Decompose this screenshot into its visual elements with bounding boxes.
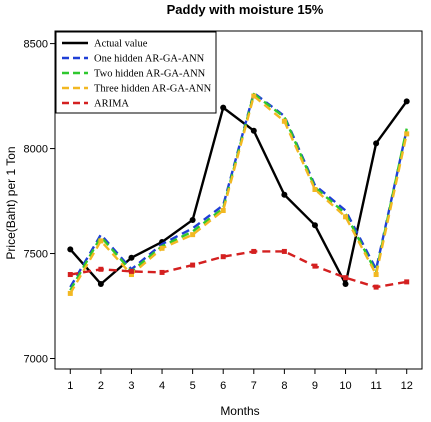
point-actual-value-6 [220, 104, 227, 111]
y-tick-label-7500: 7500 [24, 249, 48, 261]
y-tick-label-8000: 8000 [24, 144, 48, 156]
series-line-actual-value [69, 100, 408, 286]
point-three-hidden-ar-ga-ann-7 [251, 93, 257, 99]
point-actual-value-2 [97, 280, 104, 287]
point-arima-5 [190, 262, 196, 268]
point-actual-value-7 [250, 127, 257, 134]
x-tick-label-9: 9 [312, 380, 318, 392]
point-three-hidden-ar-ga-ann-6 [220, 207, 226, 213]
y-axis: 7000 7500 8000 8500 [24, 39, 55, 366]
legend-label-three-hidden-ar-ga-ann: Three hidden AR-GA-ANN [94, 84, 212, 95]
point-three-hidden-ar-ga-ann-5 [190, 232, 196, 238]
x-tick-label-10: 10 [339, 380, 351, 392]
x-tick-label-1: 1 [67, 380, 73, 392]
legend: Actual value One hidden AR-GA-ANN Two hidd… [55, 31, 217, 114]
series-arima [67, 248, 410, 290]
series-one-hidden-ar-ga-ann [69, 91, 408, 288]
x-tick-label-5: 5 [190, 380, 196, 392]
series-actual-value [67, 98, 410, 287]
point-actual-value-11 [373, 140, 380, 147]
plot-frame [54, 30, 423, 370]
point-arima-11 [373, 284, 379, 290]
x-tick-label-7: 7 [251, 380, 257, 392]
point-actual-value-9 [311, 222, 318, 229]
point-actual-value-1 [67, 246, 74, 253]
legend-label-arima: ARIMA [94, 99, 129, 110]
point-actual-value-5 [189, 216, 196, 223]
x-tick-label-2: 2 [98, 380, 104, 392]
series-line-three-hidden-ar-ga-ann [69, 94, 408, 295]
point-arima-4 [159, 269, 165, 275]
x-tick-label-8: 8 [281, 380, 287, 392]
point-arima-3 [128, 268, 134, 274]
y-tick-label-7000: 7000 [24, 354, 48, 366]
legend-box [55, 31, 217, 114]
legend-label-two-hidden-ar-ga-ann: Two hidden AR-GA-ANN [94, 69, 206, 80]
point-actual-value-8 [281, 191, 288, 198]
x-tick-label-3: 3 [128, 380, 134, 392]
point-actual-value-12 [403, 98, 410, 105]
series-three-hidden-ar-ga-ann [67, 93, 410, 296]
point-three-hidden-ar-ga-ann-1 [67, 290, 73, 296]
point-three-hidden-ar-ga-ann-2 [98, 238, 104, 244]
series-line-arima [70, 250, 407, 289]
point-arima-6 [220, 254, 226, 260]
point-arima-2 [98, 266, 104, 272]
point-actual-value-10 [342, 280, 349, 287]
point-arima-10 [343, 275, 349, 281]
legend-label-actual-value: Actual value [94, 39, 148, 50]
series-line-one-hidden-ar-ga-ann [69, 91, 408, 288]
point-three-hidden-ar-ga-ann-9 [312, 187, 318, 193]
point-three-hidden-ar-ga-ann-12 [404, 131, 410, 137]
point-arima-9 [312, 263, 318, 269]
point-three-hidden-ar-ga-ann-8 [281, 118, 287, 124]
x-axis: 1 2 3 4 5 6 7 8 9 10 11 12 [67, 369, 413, 392]
y-tick-label-8500: 8500 [24, 39, 48, 51]
point-three-hidden-ar-ga-ann-11 [373, 272, 379, 278]
point-three-hidden-ar-ga-ann-10 [343, 214, 349, 220]
series-line-two-hidden-ar-ga-ann [69, 92, 408, 291]
point-arima-7 [251, 248, 257, 254]
point-three-hidden-ar-ga-ann-4 [159, 245, 165, 251]
x-axis-label: Months [220, 404, 259, 418]
x-tick-label-6: 6 [220, 380, 226, 392]
series-layer [67, 91, 410, 296]
x-tick-label-11: 11 [370, 380, 381, 392]
chart-title: Paddy with moisture 15% [167, 2, 324, 17]
point-arima-8 [281, 248, 287, 254]
point-arima-1 [67, 272, 73, 278]
point-three-hidden-ar-ga-ann-3 [128, 272, 134, 278]
point-actual-value-3 [128, 254, 135, 261]
legend-label-one-hidden-ar-ga-ann: One hidden AR-GA-ANN [94, 54, 205, 65]
series-two-hidden-ar-ga-ann [69, 92, 408, 291]
x-tick-label-4: 4 [159, 380, 165, 392]
point-arima-12 [404, 279, 410, 285]
x-tick-label-12: 12 [401, 380, 413, 392]
y-axis-label: Price(Baht) per 1 Ton [4, 146, 18, 259]
